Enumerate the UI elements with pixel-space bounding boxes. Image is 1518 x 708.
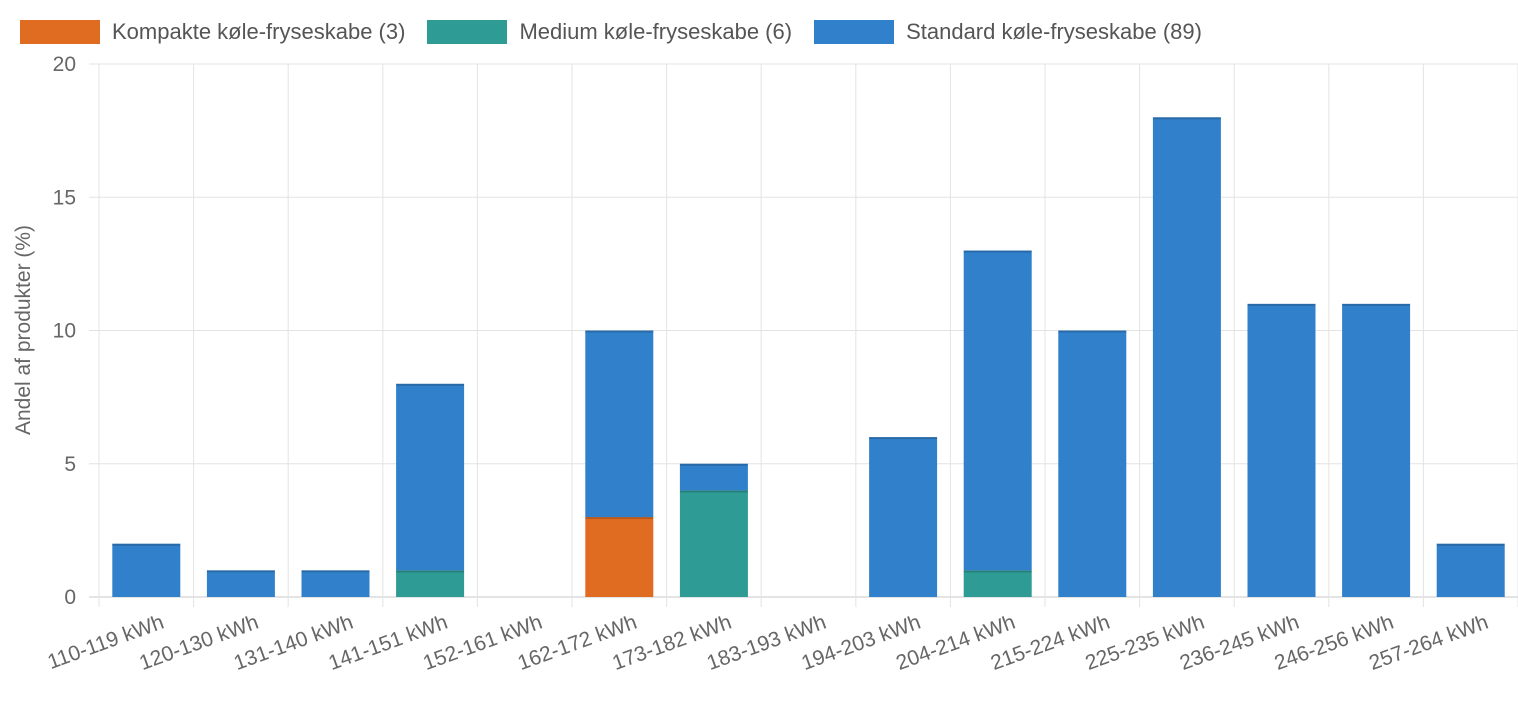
bar-segment[interactable]: [585, 330, 654, 518]
bar-segment[interactable]: [1342, 303, 1411, 597]
legend-swatch-kompakte: [20, 20, 100, 44]
bar-segment[interactable]: [1152, 117, 1221, 598]
bar-segment[interactable]: [963, 570, 1032, 597]
bar-segment[interactable]: [1058, 330, 1127, 598]
y-tick-label: 0: [64, 586, 76, 609]
bar-segment[interactable]: [1247, 303, 1316, 597]
legend-swatch-medium: [427, 20, 508, 44]
bar-segment[interactable]: [869, 437, 938, 597]
bar-segment[interactable]: [679, 490, 748, 597]
legend-item-kompakte[interactable]: Kompakte køle-fryseskabe (3): [20, 19, 405, 45]
bar-segment[interactable]: [679, 463, 748, 491]
bar-segment[interactable]: [301, 570, 370, 597]
legend-label-medium: Medium køle-fryseskabe (6): [519, 19, 793, 44]
legend-item-medium[interactable]: Medium køle-fryseskabe (6): [427, 19, 792, 45]
bar-segment[interactable]: [396, 383, 465, 571]
bar-segment[interactable]: [112, 543, 181, 597]
y-tick-label: 5: [64, 453, 76, 476]
bar-segment[interactable]: [206, 570, 275, 597]
y-axis-title: Andel af produkter (%): [12, 225, 35, 435]
y-tick-label: 10: [53, 320, 76, 343]
legend: Kompakte køle-fryseskabe (3) Medium køle…: [20, 14, 1224, 50]
bar-segment[interactable]: [1436, 543, 1505, 597]
bar-segment[interactable]: [963, 250, 1032, 571]
y-tick-label: 15: [53, 186, 76, 209]
legend-item-standard[interactable]: Standard køle-fryseskabe (89): [814, 19, 1202, 45]
y-tick-label: 20: [53, 53, 76, 76]
bar-segment[interactable]: [396, 570, 465, 597]
legend-swatch-standard: [814, 20, 895, 44]
legend-label-standard: Standard køle-fryseskabe (89): [906, 19, 1202, 44]
bar-segment[interactable]: [585, 517, 654, 597]
legend-label-kompakte: Kompakte køle-fryseskabe (3): [112, 19, 406, 44]
bars: [112, 117, 1505, 598]
